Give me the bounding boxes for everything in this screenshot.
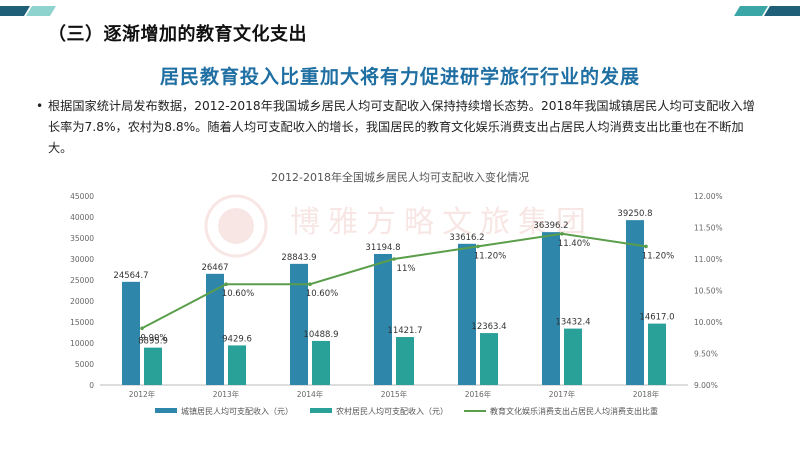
headline: 居民教育投入比重加大将有力促进研学旅行行业的发展 <box>159 66 640 88</box>
left-axis-tick-label: 30000 <box>70 255 94 264</box>
category-label: 2015年 <box>381 389 408 399</box>
right-axis-tick-label: 12.00% <box>694 192 723 201</box>
urban-income-label: 26467 <box>201 263 228 273</box>
urban-income-bar <box>458 243 476 385</box>
education-share-label: 11% <box>397 264 416 274</box>
left-axis-tick-label: 45000 <box>70 192 94 201</box>
education-share-label: 11.20% <box>642 251 674 261</box>
rural-income-label: 8895.9 <box>138 337 168 347</box>
left-axis-tick-label: 20000 <box>70 297 94 306</box>
urban-income-label: 24564.7 <box>113 271 148 281</box>
urban-income-bar <box>290 263 308 385</box>
body-text: 根据国家统计局发布数据，2012-2018年我国城乡居民人均可支配收入保持持续增… <box>48 99 755 155</box>
left-axis-tick-label: 40000 <box>70 213 94 222</box>
category-label: 2017年 <box>549 389 576 399</box>
section-title: （三）逐渐增加的教育文化支出 <box>48 24 307 45</box>
legend-swatch-rural <box>310 408 332 413</box>
legend-swatch-urban <box>155 408 177 413</box>
top-right-decoration <box>734 6 800 16</box>
education-share-label: 11.20% <box>474 251 506 261</box>
education-share-label: 10.60% <box>306 289 338 299</box>
urban-income-bar <box>626 220 644 385</box>
rural-income-bar <box>564 328 582 385</box>
legend-label-education: 教育文化娱乐消费支出占居民人均消费支出比重 <box>490 406 658 416</box>
plot-area: 0 5000 10000 15000 20000 25000 30000 35000 40000… <box>70 192 722 399</box>
svg-text:博雅方略文旅集团: 博雅方略文旅集团 <box>290 205 594 240</box>
education-share-point <box>308 282 312 287</box>
left-axis-tick-label: 25000 <box>70 276 94 285</box>
education-share-label: 10.60% <box>222 289 254 299</box>
education-share-point <box>476 244 480 249</box>
right-axis-tick-label: 11.50% <box>694 224 723 233</box>
rural-income-label: 14617.0 <box>639 313 674 323</box>
urban-income-label: 31194.8 <box>365 243 400 253</box>
rural-income-label: 13432.4 <box>555 318 590 328</box>
urban-income-bar <box>374 253 392 385</box>
left-axis-tick-label: 0 <box>89 381 94 390</box>
watermark-logo: 博雅方略文旅集团 <box>204 194 594 258</box>
education-share-point <box>392 257 396 261</box>
rural-income-bar <box>312 340 330 385</box>
education-share-label: 11.40% <box>558 239 590 249</box>
urban-income-bar <box>542 232 560 385</box>
right-axis-tick-label: 9.50% <box>694 350 718 359</box>
top-left-decoration <box>0 6 56 16</box>
body-paragraph: • 根据国家统计局发布数据，2012-2018年我国城乡居民人均可支配收入保持持… <box>36 96 766 159</box>
right-axis-tick-label: 10.00% <box>694 318 723 327</box>
rural-income-label: 10488.9 <box>303 330 338 340</box>
urban-income-label: 36396.2 <box>533 221 568 231</box>
left-axis-tick-label: 15000 <box>70 318 94 327</box>
rural-income-label: 11421.7 <box>387 326 422 336</box>
urban-income-label: 33616.2 <box>449 233 484 243</box>
education-share-point <box>560 232 564 236</box>
left-axis-tick-label: 5000 <box>75 360 94 369</box>
education-share-point <box>224 282 228 287</box>
right-axis-tick-label: 10.50% <box>694 287 723 296</box>
left-axis-tick-label: 10000 <box>70 339 94 348</box>
rural-income-bar <box>396 337 414 385</box>
right-axis-tick-label: 11.00% <box>694 255 723 264</box>
category-label: 2013年 <box>213 389 240 399</box>
rural-income-bar <box>480 333 498 385</box>
chart-title: 2012-2018年全国城乡居民人均可支配收入变化情况 <box>271 170 529 184</box>
category-label: 2012年 <box>129 389 156 399</box>
right-axis-tick-label: 9.00% <box>694 381 718 390</box>
bullet-marker: • <box>36 99 44 113</box>
left-axis-tick-label: 35000 <box>70 234 94 243</box>
education-share-label: 9.90% <box>140 333 167 343</box>
rural-income-label: 12363.4 <box>471 322 506 332</box>
education-share-point <box>644 244 648 249</box>
urban-income-label: 39250.8 <box>617 209 652 219</box>
urban-income-bar <box>206 273 224 385</box>
category-label: 2016年 <box>465 389 492 399</box>
rural-income-label: 9429.6 <box>222 334 252 344</box>
legend-label-urban: 城镇居民人均可支配收入（元） <box>181 406 293 416</box>
legend-label-rural: 农村居民人均可支配收入（元） <box>336 406 448 416</box>
category-label: 2014年 <box>297 389 324 399</box>
category-label: 2018年 <box>633 389 660 399</box>
rural-income-bar <box>228 345 246 385</box>
rural-income-bar <box>648 323 666 385</box>
rural-income-bar <box>144 347 162 385</box>
urban-income-bar <box>122 281 140 385</box>
education-share-point <box>140 326 144 331</box>
urban-income-label: 28843.9 <box>281 253 316 263</box>
chart-legend: 城镇居民人均可支配收入（元） 农村居民人均可支配收入（元） 教育文化娱乐消费支出占居… <box>155 406 658 416</box>
